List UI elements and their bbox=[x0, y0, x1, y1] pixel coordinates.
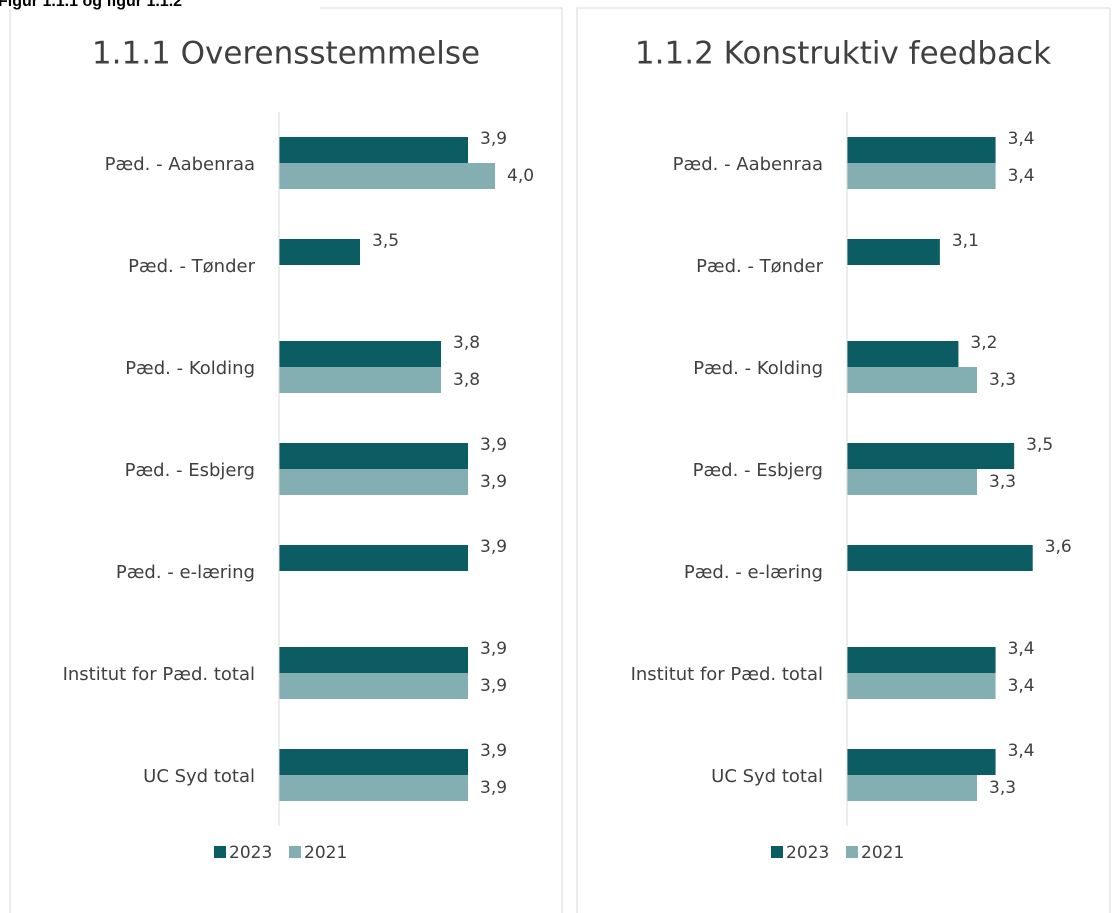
data-label: 3,8 bbox=[453, 370, 480, 390]
y-tick-label: Pæd. - Tønder bbox=[128, 256, 256, 277]
y-tick-label: UC Syd total bbox=[711, 766, 823, 787]
data-label: 3,6 bbox=[1045, 537, 1072, 557]
data-label: 4,0 bbox=[507, 166, 534, 186]
chart-title: 1.1.1 Overensstemmelse bbox=[92, 36, 480, 72]
y-tick-label: Pæd. - e-læring bbox=[684, 562, 823, 583]
data-label: 3,4 bbox=[1008, 741, 1035, 761]
bar bbox=[847, 239, 940, 265]
bar bbox=[847, 647, 996, 673]
bar bbox=[279, 367, 441, 393]
data-label: 3,3 bbox=[989, 778, 1016, 798]
legend-swatch bbox=[214, 846, 226, 858]
bar bbox=[279, 137, 468, 163]
bar bbox=[847, 163, 996, 189]
bar bbox=[279, 443, 468, 469]
data-label: 3,5 bbox=[1026, 435, 1053, 455]
bar bbox=[279, 749, 468, 775]
data-label: 3,9 bbox=[480, 472, 507, 492]
legend-label: 2023 bbox=[786, 843, 829, 863]
bar bbox=[847, 137, 996, 163]
bar bbox=[847, 341, 959, 367]
legend-swatch bbox=[771, 846, 783, 858]
legend-label: 2021 bbox=[861, 843, 904, 863]
legend-swatch bbox=[846, 846, 858, 858]
data-label: 3,8 bbox=[453, 333, 480, 353]
data-label: 3,9 bbox=[480, 676, 507, 696]
bar bbox=[847, 443, 1015, 469]
y-tick-label: Pæd. - Aabenraa bbox=[105, 154, 255, 175]
data-label: 3,9 bbox=[480, 537, 507, 557]
header-bg bbox=[0, 0, 320, 9]
bar bbox=[279, 673, 468, 699]
y-tick-label: Pæd. - Esbjerg bbox=[693, 460, 823, 481]
data-label: 3,4 bbox=[1008, 129, 1035, 149]
bar bbox=[279, 469, 468, 495]
data-label: 3,3 bbox=[989, 472, 1016, 492]
bar bbox=[847, 673, 996, 699]
bar bbox=[847, 775, 977, 801]
panel bbox=[576, 7, 1111, 913]
y-tick-label: Institut for Pæd. total bbox=[63, 664, 255, 685]
data-label: 3,1 bbox=[952, 231, 979, 251]
data-label: 3,9 bbox=[480, 435, 507, 455]
data-label: 3,9 bbox=[480, 639, 507, 659]
bar bbox=[847, 749, 996, 775]
data-label: 3,9 bbox=[480, 129, 507, 149]
bar bbox=[279, 545, 468, 571]
y-tick-label: Pæd. - Aabenraa bbox=[673, 154, 823, 175]
y-tick-label: Pæd. - Kolding bbox=[693, 358, 823, 379]
data-label: 3,9 bbox=[480, 778, 507, 798]
y-tick-label: UC Syd total bbox=[143, 766, 255, 787]
bar bbox=[279, 163, 495, 189]
bar bbox=[847, 545, 1033, 571]
data-label: 3,9 bbox=[480, 741, 507, 761]
legend-label: 2021 bbox=[304, 843, 347, 863]
bar bbox=[279, 775, 468, 801]
legend-label: 2023 bbox=[229, 843, 272, 863]
data-label: 3,4 bbox=[1008, 676, 1035, 696]
legend-swatch bbox=[289, 846, 301, 858]
bar bbox=[279, 239, 360, 265]
y-tick-label: Institut for Pæd. total bbox=[631, 664, 823, 685]
bar bbox=[279, 647, 468, 673]
chart-title: 1.1.2 Konstruktiv feedback bbox=[635, 36, 1051, 72]
bar bbox=[847, 469, 977, 495]
data-label: 3,3 bbox=[989, 370, 1016, 390]
header: Figur 1.1.1 og figur 1.1.2 bbox=[0, 0, 182, 10]
y-tick-label: Pæd. - Esbjerg bbox=[125, 460, 255, 481]
y-tick-label: Pæd. - Kolding bbox=[125, 358, 255, 379]
data-label: 3,4 bbox=[1008, 639, 1035, 659]
y-tick-label: Pæd. - Tønder bbox=[696, 256, 824, 277]
bar bbox=[847, 367, 977, 393]
data-label: 3,5 bbox=[372, 231, 399, 251]
bar bbox=[279, 341, 441, 367]
y-tick-label: Pæd. - e-læring bbox=[116, 562, 255, 583]
data-label: 3,4 bbox=[1008, 166, 1035, 186]
data-label: 3,2 bbox=[970, 333, 997, 353]
